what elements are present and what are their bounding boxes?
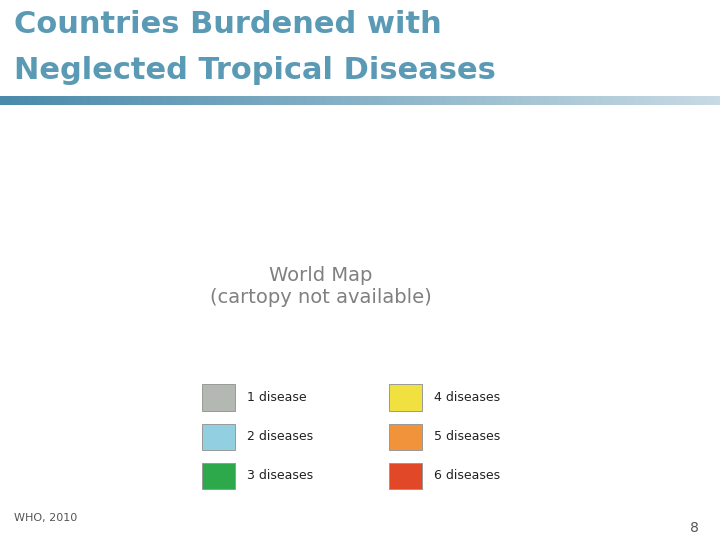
Text: Neglected Tropical Diseases: Neglected Tropical Diseases [14,56,496,85]
FancyBboxPatch shape [389,424,423,450]
Text: 8: 8 [690,521,698,535]
FancyBboxPatch shape [202,463,235,489]
Text: World Map
(cartopy not available): World Map (cartopy not available) [210,266,431,307]
Text: 5 diseases: 5 diseases [433,430,500,443]
FancyBboxPatch shape [389,384,423,410]
Text: Countries Burdened with: Countries Burdened with [14,10,442,39]
FancyBboxPatch shape [202,424,235,450]
FancyBboxPatch shape [202,384,235,410]
Text: WHO, 2010: WHO, 2010 [14,514,78,523]
Text: 1 disease: 1 disease [246,391,306,404]
Text: 4 diseases: 4 diseases [433,391,500,404]
Text: 6 diseases: 6 diseases [433,469,500,482]
Text: 3 diseases: 3 diseases [246,469,312,482]
FancyBboxPatch shape [389,463,423,489]
Text: 2 diseases: 2 diseases [246,430,312,443]
